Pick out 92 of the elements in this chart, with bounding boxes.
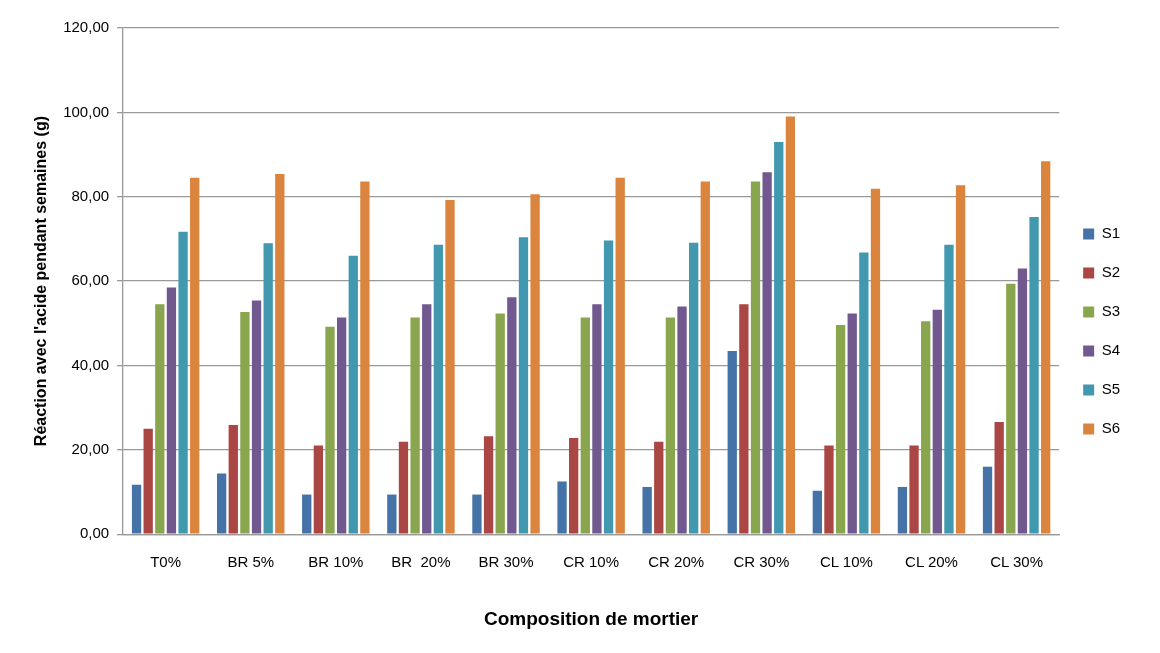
bar	[131, 484, 142, 534]
bar	[727, 351, 737, 534]
y-axis-title: Réaction avec l'acide pendant semaines (g)	[32, 116, 50, 447]
bar	[518, 237, 529, 534]
bar	[217, 473, 227, 534]
bar	[835, 324, 846, 534]
x-tick-label: CR 20%	[648, 553, 705, 571]
bar	[994, 421, 1004, 534]
x-tick-label: CR 10%	[563, 553, 620, 571]
legend-label: S3	[1101, 302, 1121, 320]
bar	[472, 494, 482, 534]
bar	[569, 438, 579, 534]
x-tick-label: CR 30%	[733, 553, 790, 571]
legend-label: S5	[1101, 380, 1121, 398]
bar	[677, 306, 687, 534]
x-tick-label: CL 30%	[990, 553, 1044, 571]
bar	[1041, 161, 1051, 534]
legend-label: S6	[1101, 419, 1121, 437]
x-tick-label: BR 20%	[391, 553, 451, 571]
bar	[603, 240, 614, 534]
bar	[665, 317, 676, 534]
y-tick-label: 60,00	[71, 271, 110, 289]
bar	[615, 177, 625, 534]
bar	[398, 441, 409, 534]
bar	[700, 181, 710, 534]
bar	[275, 173, 285, 534]
bar	[190, 177, 200, 534]
bar	[445, 200, 455, 534]
bar	[387, 494, 397, 534]
bar	[1006, 283, 1016, 534]
bar	[944, 244, 954, 534]
bar	[580, 317, 590, 534]
bar	[422, 304, 432, 534]
bar	[325, 326, 335, 534]
bar	[982, 466, 993, 534]
bar	[433, 244, 444, 534]
legend-label: S1	[1101, 224, 1121, 242]
x-tick-label: CL 10%	[820, 553, 873, 571]
bar	[178, 231, 188, 534]
bar	[932, 309, 942, 534]
bar	[507, 297, 517, 534]
bar	[166, 287, 177, 534]
bar	[410, 317, 420, 534]
bar	[870, 188, 881, 534]
bar	[348, 255, 358, 534]
y-tick-label: 100,00	[63, 102, 110, 120]
bar	[143, 428, 153, 534]
y-tick-label: 120,00	[63, 18, 110, 36]
y-tick-label: 20,00	[71, 439, 110, 457]
bar	[739, 304, 749, 534]
bar	[557, 481, 567, 534]
bar	[483, 436, 494, 534]
x-tick-label: CL 20%	[905, 553, 958, 571]
bar	[1017, 268, 1028, 534]
bar	[654, 441, 664, 534]
bar	[336, 317, 347, 534]
bar	[592, 304, 602, 534]
bar	[921, 321, 931, 534]
legend-label: S2	[1101, 263, 1121, 281]
bar	[302, 494, 312, 534]
bar	[1029, 216, 1039, 534]
bar	[642, 486, 652, 534]
bar	[251, 300, 262, 534]
bar	[955, 185, 966, 534]
bar	[530, 194, 540, 534]
bar	[785, 116, 796, 534]
bar	[824, 445, 834, 534]
bar	[847, 313, 857, 534]
bar	[360, 181, 370, 534]
y-tick-label: 40,00	[71, 355, 110, 373]
legend-label: S4	[1101, 341, 1121, 359]
bar	[897, 486, 908, 534]
bar	[263, 243, 273, 534]
x-tick-label: BR 30%	[478, 553, 534, 571]
bar	[689, 242, 699, 534]
x-axis-title: Composition de mortier	[483, 607, 699, 629]
y-tick-label: 0,00	[79, 524, 110, 542]
y-tick-label: 80,00	[71, 186, 110, 204]
bar	[155, 304, 165, 534]
x-tick-label: BR 10%	[308, 553, 364, 571]
bar	[909, 445, 919, 534]
bar	[859, 252, 869, 534]
bar	[750, 181, 761, 534]
bar	[313, 445, 324, 534]
bar	[228, 424, 238, 534]
bar	[762, 172, 772, 534]
bar	[812, 490, 822, 534]
bar	[495, 313, 505, 534]
bar	[240, 311, 250, 534]
x-tick-label: BR 5%	[227, 553, 275, 571]
bar	[774, 141, 784, 534]
x-tick-label: T0%	[150, 553, 182, 571]
